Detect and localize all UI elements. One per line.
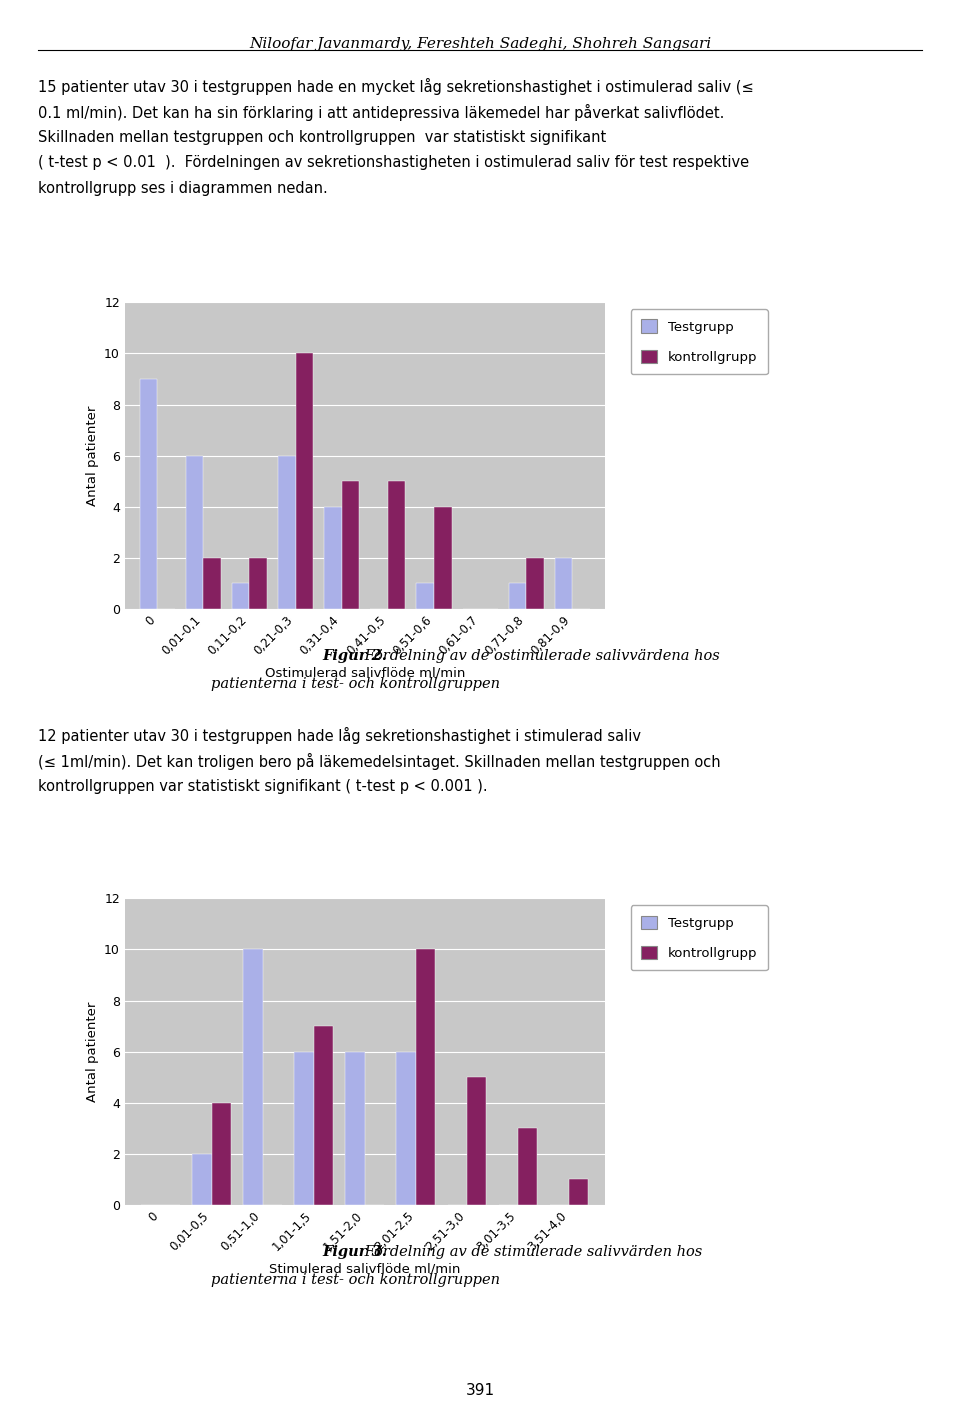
Text: kontrollgrupp ses i diagrammen nedan.: kontrollgrupp ses i diagrammen nedan. (38, 181, 328, 197)
Bar (232, 583, 250, 609)
Bar (192, 1154, 211, 1205)
Text: 15 patienter utav 30 i testgruppen hade en mycket låg sekretionshastighet i osti: 15 patienter utav 30 i testgruppen hade … (38, 78, 755, 96)
Bar (346, 1052, 365, 1205)
Bar (314, 1027, 333, 1205)
Text: patienterna i test- och kontrollgruppen: patienterna i test- och kontrollgruppen (210, 1273, 500, 1288)
Bar (250, 558, 267, 609)
Text: Figur 2.: Figur 2. (323, 649, 388, 663)
Bar (396, 1052, 416, 1205)
Bar (518, 1128, 538, 1205)
Bar (204, 558, 221, 609)
Text: Figur 3.: Figur 3. (323, 1245, 388, 1259)
Legend: Testgrupp, kontrollgrupp: Testgrupp, kontrollgrupp (631, 906, 768, 970)
Text: Skillnaden mellan testgruppen och kontrollgruppen  var statistiskt signifikant: Skillnaden mellan testgruppen och kontro… (38, 130, 607, 145)
Bar (526, 558, 544, 609)
Bar (434, 506, 451, 609)
Bar (243, 950, 263, 1205)
Text: 391: 391 (466, 1383, 494, 1397)
Bar (324, 506, 342, 609)
Y-axis label: Antal patienter: Antal patienter (85, 1001, 99, 1102)
Text: (≤ 1ml/min). Det kan troligen bero på läkemedelsintaget. Skillnaden mellan testg: (≤ 1ml/min). Det kan troligen bero på lä… (38, 753, 721, 770)
Bar (569, 1179, 588, 1205)
Bar (342, 481, 359, 609)
Text: 0.1 ml/min). Det kan ha sin förklaring i att antidepressiva läkemedel har påverk: 0.1 ml/min). Det kan ha sin förklaring i… (38, 104, 725, 121)
Bar (278, 456, 296, 609)
X-axis label: Ostimulerad salivflöde ml/min: Ostimulerad salivflöde ml/min (265, 666, 465, 679)
Text: Fördelning av de ostimulerade salivvärdena hos: Fördelning av de ostimulerade salivvärde… (360, 649, 720, 663)
Bar (467, 1077, 487, 1205)
Bar (416, 950, 435, 1205)
Bar (388, 481, 405, 609)
Text: Fördelning av de stimulerade salivvärden hos: Fördelning av de stimulerade salivvärden… (360, 1245, 703, 1259)
Bar (139, 379, 157, 609)
Text: patienterna i test- och kontrollgruppen: patienterna i test- och kontrollgruppen (210, 677, 500, 692)
Y-axis label: Antal patienter: Antal patienter (85, 405, 99, 506)
Bar (295, 1052, 314, 1205)
Text: Niloofar Javanmardy, Fereshteh Sadeghi, Shohreh Sangsari: Niloofar Javanmardy, Fereshteh Sadeghi, … (249, 37, 711, 51)
Text: kontrollgruppen var statistiskt signifikant ( t-test p < 0.001 ).: kontrollgruppen var statistiskt signifik… (38, 779, 488, 794)
Bar (555, 558, 572, 609)
Text: 12 patienter utav 30 i testgruppen hade låg sekretionshastighet i stimulerad sal: 12 patienter utav 30 i testgruppen hade … (38, 727, 641, 744)
Text: ( t-test p < 0.01  ).  Fördelningen av sekretionshastigheten i ostimulerad saliv: ( t-test p < 0.01 ). Fördelningen av sek… (38, 155, 750, 171)
Bar (211, 1102, 231, 1205)
Bar (296, 354, 313, 609)
X-axis label: Stimulerad salivflöde ml/min: Stimulerad salivflöde ml/min (269, 1262, 461, 1275)
Bar (509, 583, 526, 609)
Bar (417, 583, 434, 609)
Bar (185, 456, 204, 609)
Legend: Testgrupp, kontrollgrupp: Testgrupp, kontrollgrupp (631, 309, 768, 374)
